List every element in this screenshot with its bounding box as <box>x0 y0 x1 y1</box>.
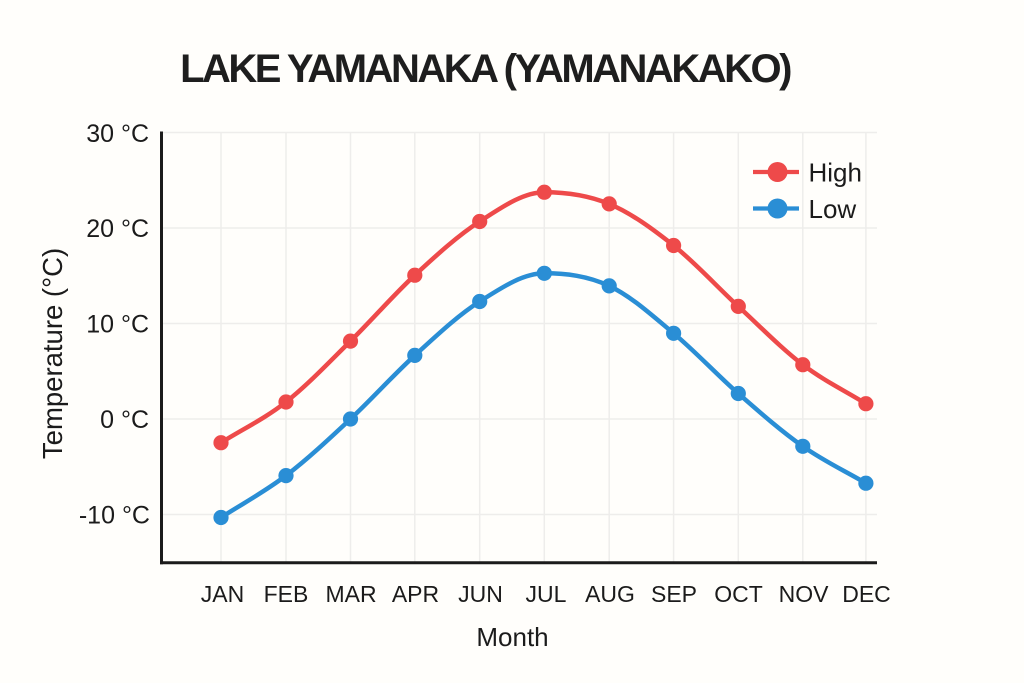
svg-text:JAN: JAN <box>201 581 244 607</box>
svg-text:JUL: JUL <box>526 581 567 607</box>
svg-text:0 °C: 0 °C <box>100 406 149 434</box>
svg-text:SEP: SEP <box>651 581 697 607</box>
svg-text:MAR: MAR <box>325 581 376 607</box>
svg-text:High: High <box>809 158 862 188</box>
svg-text:20 °C: 20 °C <box>86 215 149 243</box>
svg-text:DEC: DEC <box>842 581 891 607</box>
svg-text:-10 °C: -10 °C <box>79 502 150 530</box>
svg-text:Temperature (°C): Temperature (°C) <box>37 248 68 459</box>
svg-text:NOV: NOV <box>779 581 830 607</box>
svg-text:JUN: JUN <box>458 581 503 607</box>
svg-text:LAKE YAMANAKA (YAMANAKAKO): LAKE YAMANAKA (YAMANAKAKO) <box>180 47 791 91</box>
svg-text:10 °C: 10 °C <box>86 311 149 339</box>
svg-text:AUG: AUG <box>585 581 635 607</box>
svg-text:OCT: OCT <box>714 581 763 607</box>
svg-text:30 °C: 30 °C <box>86 120 149 148</box>
svg-text:Month: Month <box>476 622 548 652</box>
svg-text:APR: APR <box>392 581 439 607</box>
svg-text:Low: Low <box>809 194 857 224</box>
svg-text:FEB: FEB <box>264 581 309 607</box>
